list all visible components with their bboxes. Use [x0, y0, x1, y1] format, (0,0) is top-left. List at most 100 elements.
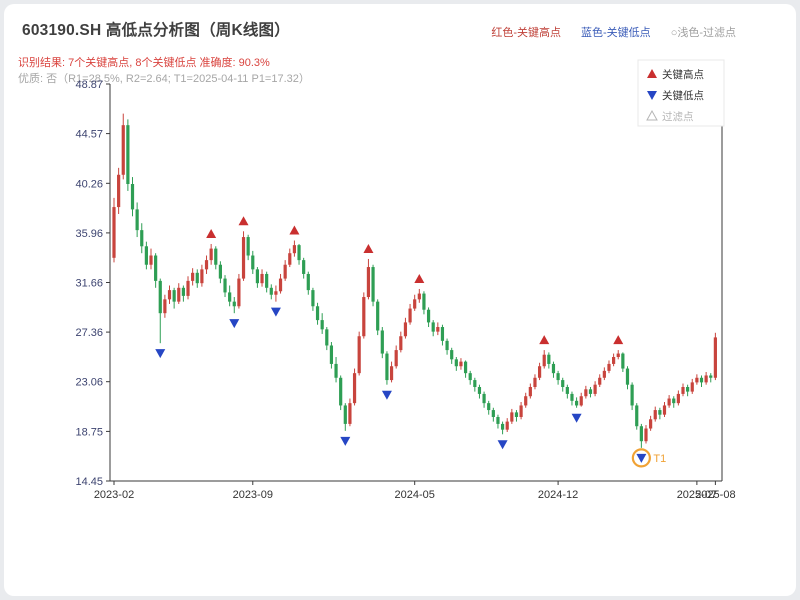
candle-body	[191, 272, 195, 281]
candle-body	[343, 405, 347, 424]
candle-body	[556, 373, 560, 381]
candle-body	[570, 393, 574, 401]
t1-marker: T1	[631, 448, 666, 468]
candle-body	[292, 245, 297, 254]
top-legend: 红色-关键高点 蓝色-关键低点 ○浅色-过滤点	[491, 24, 736, 40]
svg-text:23.06: 23.06	[75, 377, 103, 389]
candle-body	[686, 386, 690, 392]
candle-body	[269, 287, 273, 295]
candle-body	[334, 363, 338, 378]
candle-body	[454, 359, 458, 367]
candle-body	[537, 366, 542, 378]
key-high-marker	[238, 216, 249, 226]
candle-body	[450, 350, 454, 360]
candles	[112, 113, 717, 448]
key-high-markers	[206, 216, 624, 345]
candle-body	[399, 336, 403, 351]
key-low-marker	[155, 349, 166, 359]
candle-body	[394, 350, 398, 367]
candle-body	[699, 377, 704, 383]
candle-body	[274, 291, 278, 295]
candle-body	[204, 260, 209, 270]
svg-text:18.75: 18.75	[75, 426, 103, 438]
candle-body	[440, 327, 445, 341]
candle-body	[200, 269, 204, 284]
candle-body	[422, 293, 426, 310]
candle-body	[163, 299, 167, 314]
candle-body	[130, 183, 135, 210]
t1-ring	[631, 448, 651, 468]
top-legend-key-high: 红色-关键高点	[491, 27, 562, 39]
candle-body	[306, 273, 310, 291]
candle-body	[473, 380, 477, 387]
candle-body	[232, 301, 236, 307]
candle-body	[158, 280, 162, 314]
candle-body	[214, 248, 218, 265]
kline-chart-area: 14.45 18.75 23.06 27.36 31.66 35.96 40.26 44.57…	[4, 4, 796, 596]
recognition-result: 识别结果: 7个关键高点, 8个关键低点 准确度: 90.3%	[18, 57, 270, 69]
candle-body	[209, 248, 213, 261]
svg-text:2024-12: 2024-12	[538, 489, 578, 501]
candle-body	[311, 290, 315, 307]
candle-body	[579, 396, 583, 406]
candle-body	[265, 273, 269, 288]
candle-body	[177, 287, 181, 302]
key-low-marker	[381, 390, 392, 400]
candle-body	[413, 299, 417, 309]
candle-body	[598, 377, 602, 385]
candle-body	[514, 412, 519, 417]
candle-body	[695, 377, 699, 383]
kline-chart: 14.45 18.75 23.06 27.36 31.66 35.96 40.26 44.57…	[75, 59, 736, 501]
quality-note: 优质: 否（R1=28.5%, R2=2.64; T1=2025-04-11 P…	[18, 73, 310, 85]
candle-body	[510, 412, 514, 422]
candle-body	[186, 280, 190, 296]
legend-down-triangle-icon	[647, 91, 657, 100]
candle-body	[218, 264, 222, 279]
candle-body	[565, 386, 569, 394]
candle-body	[667, 398, 671, 406]
candle-body	[380, 330, 384, 354]
candle-body	[491, 410, 495, 417]
candle-body	[593, 384, 597, 394]
top-legend-key-low: 蓝色-关键低点	[581, 27, 651, 39]
svg-text:27.36: 27.36	[75, 327, 103, 339]
candle-body	[126, 125, 130, 184]
candle-body	[602, 370, 606, 378]
svg-text:40.26: 40.26	[75, 178, 103, 190]
candle-body	[588, 389, 593, 394]
candle-body	[357, 336, 361, 374]
candle-body	[644, 428, 648, 442]
candle-body	[528, 386, 532, 397]
candle-body	[690, 382, 694, 392]
candle-body	[505, 421, 509, 430]
candle-body	[246, 237, 250, 256]
key-high-marker	[539, 335, 550, 345]
y-axis-labels: 14.45 18.75 23.06 27.36 31.66 35.96 40.26 44.57…	[75, 79, 110, 488]
candle-body	[431, 322, 435, 332]
key-high-marker	[414, 273, 425, 283]
candle-body	[135, 209, 139, 231]
candle-body	[621, 353, 625, 369]
svg-text:2025-08: 2025-08	[695, 489, 735, 501]
candle-body	[149, 255, 153, 265]
key-low-marker	[497, 440, 508, 450]
candle-body	[713, 337, 717, 378]
candle-body	[167, 290, 172, 300]
key-high-marker	[363, 243, 374, 253]
key-low-marker	[340, 436, 351, 446]
candle-body	[154, 255, 158, 281]
candle-body	[630, 384, 634, 406]
t1-label: T1	[653, 453, 666, 465]
candle-body	[519, 405, 523, 417]
candle-body	[612, 357, 616, 364]
candle-body	[389, 366, 394, 381]
candle-body	[658, 410, 662, 415]
candle-body	[172, 290, 176, 302]
candle-body	[482, 393, 486, 404]
candle-body	[181, 287, 185, 296]
candle-body	[463, 361, 468, 374]
candle-body	[436, 327, 440, 332]
candle-body	[325, 329, 329, 346]
candle-body	[676, 393, 680, 404]
